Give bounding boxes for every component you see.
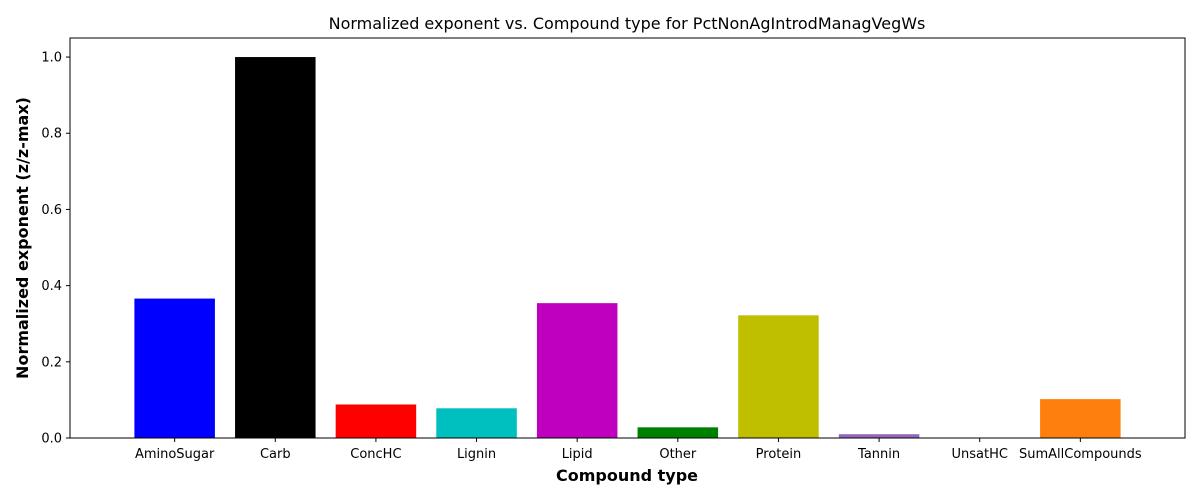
- bar-lipid: [536, 303, 618, 438]
- x-tick-label: Tannin: [857, 447, 900, 462]
- x-tick-label: Lipid: [562, 447, 593, 462]
- x-tick-label: Lignin: [457, 447, 496, 462]
- x-tick-label: Other: [659, 447, 697, 462]
- y-tick-label: 0.0: [41, 432, 62, 447]
- bar-carb: [235, 57, 316, 439]
- x-tick-label: ConcHC: [350, 447, 401, 462]
- x-tick-label: SumAllCompounds: [1019, 447, 1142, 462]
- y-tick-label: 0.4: [41, 279, 62, 294]
- x-tick-label: Protein: [756, 447, 802, 462]
- y-axis-ticks: 0.0 0.2 0.4 0.6 0.8 1.0: [41, 51, 70, 447]
- y-tick-label: 1.0: [41, 51, 62, 66]
- plot-frame: [69, 37, 1186, 439]
- bar-aminosugar: [134, 298, 215, 438]
- y-tick-label: 0.8: [41, 127, 62, 142]
- chart-title: Normalized exponent vs. Compound type fo…: [329, 14, 926, 33]
- bar-sumallcompounds: [1040, 399, 1121, 438]
- x-tick-label: UnsatHC: [951, 447, 1007, 462]
- bar-other: [637, 427, 719, 438]
- bar-protein: [738, 315, 819, 438]
- x-axis-title: Compound type: [556, 466, 698, 485]
- bar-lignin: [436, 408, 517, 438]
- x-tick-label: AminoSugar: [135, 447, 215, 462]
- y-tick-label: 0.6: [41, 203, 62, 218]
- y-tick-label: 0.2: [41, 355, 62, 370]
- bar-conchc: [335, 404, 417, 438]
- bars-layer: [134, 57, 1121, 439]
- bar-tannin: [838, 434, 920, 438]
- x-tick-label: Carb: [260, 447, 291, 462]
- x-axis-ticks: AminoSugar Carb ConcHC Lignin Lipid Other Prot…: [135, 438, 1142, 462]
- y-axis-title: Normalized exponent (z/z-max): [13, 97, 32, 379]
